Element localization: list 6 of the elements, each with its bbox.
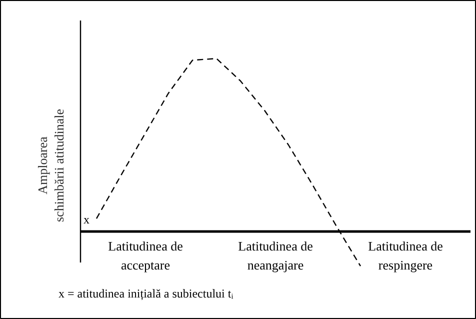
annotation: x — [84, 212, 90, 226]
text: x = atitudinea inițială a subiectului tᵢ — [58, 286, 234, 300]
annotation: Latitudinea de acceptare — [108, 238, 184, 272]
annotation: Latitudinea de respingere — [368, 238, 444, 272]
y-axis-title: Amploarea schimbării atitudinale — [34, 108, 66, 222]
annotation: Latitudinea de neangajare — [238, 238, 314, 272]
